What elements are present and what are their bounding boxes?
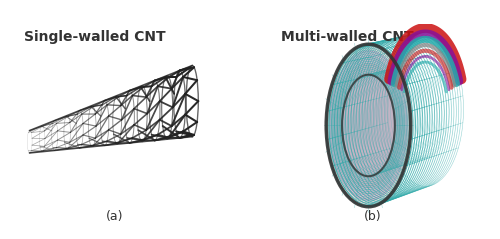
Text: (a): (a) xyxy=(106,210,124,223)
Polygon shape xyxy=(330,51,407,200)
Text: Multi-walled CNT: Multi-walled CNT xyxy=(281,30,413,44)
Polygon shape xyxy=(333,57,404,194)
Polygon shape xyxy=(326,44,410,207)
Text: Single-walled CNT: Single-walled CNT xyxy=(24,30,165,44)
Text: (b): (b) xyxy=(364,210,382,223)
Polygon shape xyxy=(336,64,400,187)
